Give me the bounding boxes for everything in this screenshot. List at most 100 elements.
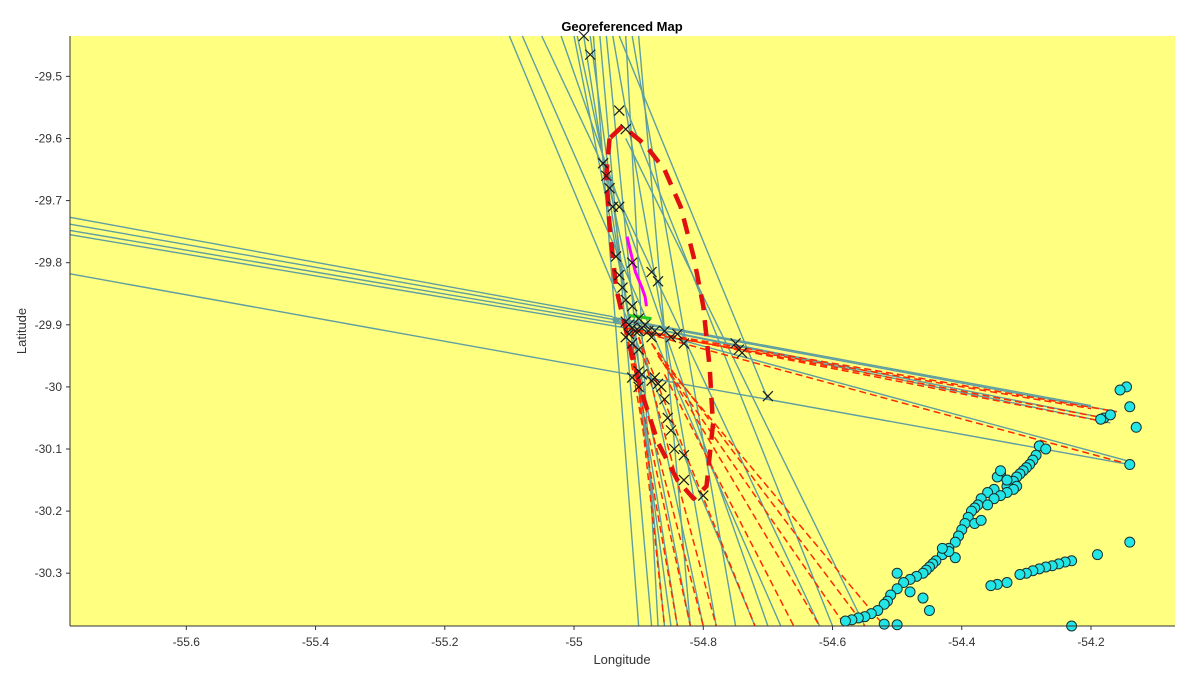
y-tick-label: -30.2 [35,504,63,518]
bearing-line [69,234,626,329]
cross-marker [678,337,690,349]
bearing-line [589,35,672,627]
cross-stroke [600,170,612,182]
receiver-marker [1124,459,1136,471]
track-layer [625,236,652,321]
receiver-marker [1130,421,1142,433]
bearing-line [612,321,1130,463]
plot-background [70,36,1175,626]
y-axis-label: Latitude [14,308,29,354]
receiver-marker [904,586,916,598]
dashed-line [657,355,885,627]
cross-stroke [626,372,638,384]
bearing-line [69,229,626,326]
bearing-line [612,316,1092,407]
x-tick-label: -54.8 [690,635,718,649]
cross-stroke [620,123,632,135]
receiver-marker [975,514,987,526]
cross-stroke [610,251,622,262]
cross-stroke [613,201,625,213]
cross-marker [672,328,683,340]
y-tick-label: -29.5 [35,69,63,83]
cross-stroke [730,337,742,349]
cross-marker [620,123,632,135]
cross-marker [652,275,664,287]
x-tick-label: -54.2 [1077,635,1105,649]
x-tick-label: -55.6 [173,635,201,649]
receiver-marker [1104,409,1116,421]
cross-stroke [604,182,616,194]
cross-marker [762,390,774,402]
cross-marker [649,325,661,337]
receiver-marker [1001,474,1013,486]
cross-marker [617,282,628,293]
receiver-marker [891,567,903,579]
cross-stroke [626,337,638,349]
cross-stroke [665,331,677,343]
x-tick-label: -55.2 [431,635,459,649]
x-axis-label: Longitude [593,652,650,667]
dashed-line [625,327,1117,413]
cross-marker [678,474,690,486]
cross-marker [604,182,616,194]
receiver-marker [1091,549,1103,561]
y-tick-label: -29.6 [35,131,63,145]
bearing-line [612,317,1117,413]
cross-stroke [623,328,635,340]
plot-area[interactable] [69,30,1175,632]
cross-stroke [659,325,670,337]
receiver-marker [1124,536,1136,548]
bearing-line [69,273,1130,466]
cross-marker [662,412,674,424]
cross-marker [639,319,651,331]
cross-stroke [736,347,748,359]
chart-title: Georeferenced Map [561,19,682,34]
cross-marker [613,201,625,213]
receiver-marker [1114,384,1126,396]
receiver-marker [985,580,997,592]
cross-stroke [629,325,641,337]
cross-marker [613,269,625,281]
cross-stroke [646,331,658,343]
bearing-line [631,35,737,627]
receiver-marker [1095,413,1107,425]
magenta-track [625,236,648,307]
cross-marker [626,257,638,269]
cross-stroke [617,282,628,293]
bearing-line [625,138,866,627]
receiver-marker [923,604,935,616]
y-tick-label: -30.1 [35,442,63,456]
dashed-line [632,330,1092,410]
cross-stroke [678,337,690,349]
cross-stroke [613,105,625,116]
cross-marker [646,331,658,343]
cross-stroke [636,369,648,380]
receiver-marker [917,592,929,604]
dashed-line [637,336,756,627]
receiver-marker [1124,401,1136,413]
confidence-ellipse-layer [604,123,716,501]
y-tick-label: -30 [45,380,63,394]
receiver-marker [1040,443,1052,455]
cross-marker [659,393,670,405]
cross-stroke [649,372,661,384]
y-tick-label: -29.8 [35,256,63,270]
cross-marker [629,325,641,337]
cross-stroke [672,328,683,340]
bearing-line [625,107,834,627]
axes: -55.6 -55.4 -55.2 -55 -54.8 -54.6 -54.4 -54.2 -2… [35,36,1175,649]
bearing-line [592,35,640,627]
cross-marker [633,344,645,356]
cross-marker [578,30,590,42]
cross-marker [623,328,635,340]
dashed-line [625,327,1130,466]
cross-stroke [646,266,658,278]
cross-marker [730,337,742,349]
cross-marker [649,372,661,384]
cross-marker [636,369,648,380]
dashed-line [625,327,1111,424]
cross-stroke [762,390,774,402]
cross-stroke [626,300,638,312]
receiver-marker [878,618,890,630]
cross-stroke [626,257,638,269]
